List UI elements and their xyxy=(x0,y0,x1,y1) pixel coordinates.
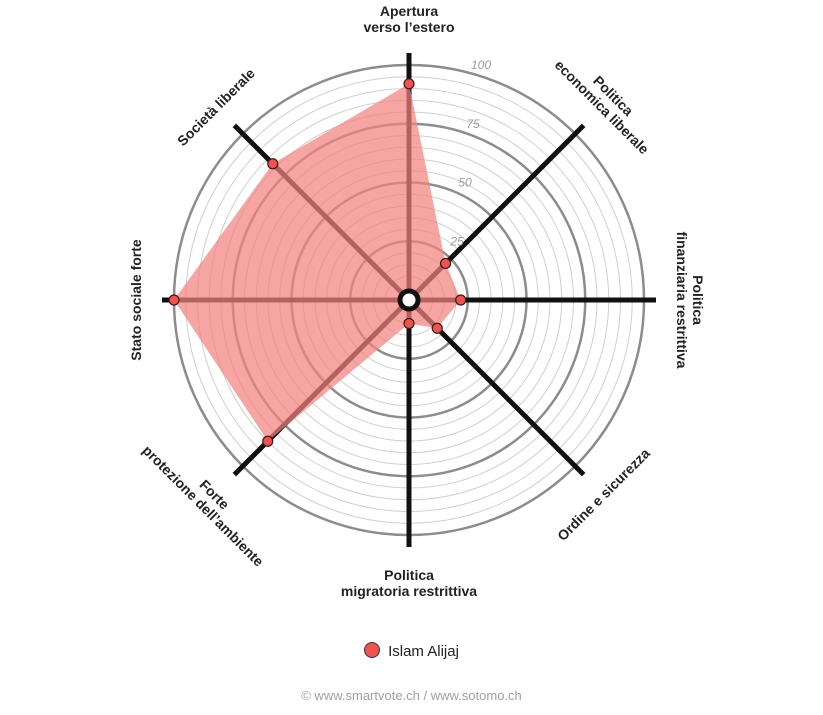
data-point-societa xyxy=(267,158,279,170)
center-hub xyxy=(397,288,421,312)
data-point-ambiente xyxy=(262,435,274,447)
data-area xyxy=(174,83,461,442)
tick-label: 75 xyxy=(466,117,480,131)
axis-label-line: finanziaria restrittiva xyxy=(674,232,690,369)
axis-label-line: migratoria restrittiva xyxy=(341,583,477,599)
axis-label-line: Apertura xyxy=(380,3,439,19)
legend: Islam Alijaj xyxy=(0,642,823,660)
data-point-finanziaria xyxy=(455,294,467,306)
data-point-ordine xyxy=(431,322,443,334)
tick-label: 50 xyxy=(458,176,472,190)
footer-credit: © www.smartvote.ch / www.sotomo.ch xyxy=(301,688,522,703)
axis-label-line: Politica xyxy=(384,567,434,583)
legend-label: Islam Alijaj xyxy=(388,643,459,660)
axis-label-line: verso l’estero xyxy=(363,19,454,35)
axis-label-line: Politica xyxy=(690,275,706,325)
data-points xyxy=(168,78,467,447)
tick-label: 25 xyxy=(449,234,464,248)
series-area xyxy=(174,83,461,442)
data-point-sociale xyxy=(168,294,180,306)
chart-axes-overlay xyxy=(397,288,421,312)
data-point-economica xyxy=(439,257,452,270)
legend-marker xyxy=(364,642,381,658)
data-point-apertura xyxy=(403,78,415,90)
tick-labels: 25 50 75 100 xyxy=(449,58,491,248)
tick-label: 100 xyxy=(471,58,491,72)
axis-label-line: Stato sociale forte xyxy=(128,239,144,361)
data-point-migratoria xyxy=(403,317,415,330)
axis-label-sociale: Stato sociale forte xyxy=(128,239,144,361)
